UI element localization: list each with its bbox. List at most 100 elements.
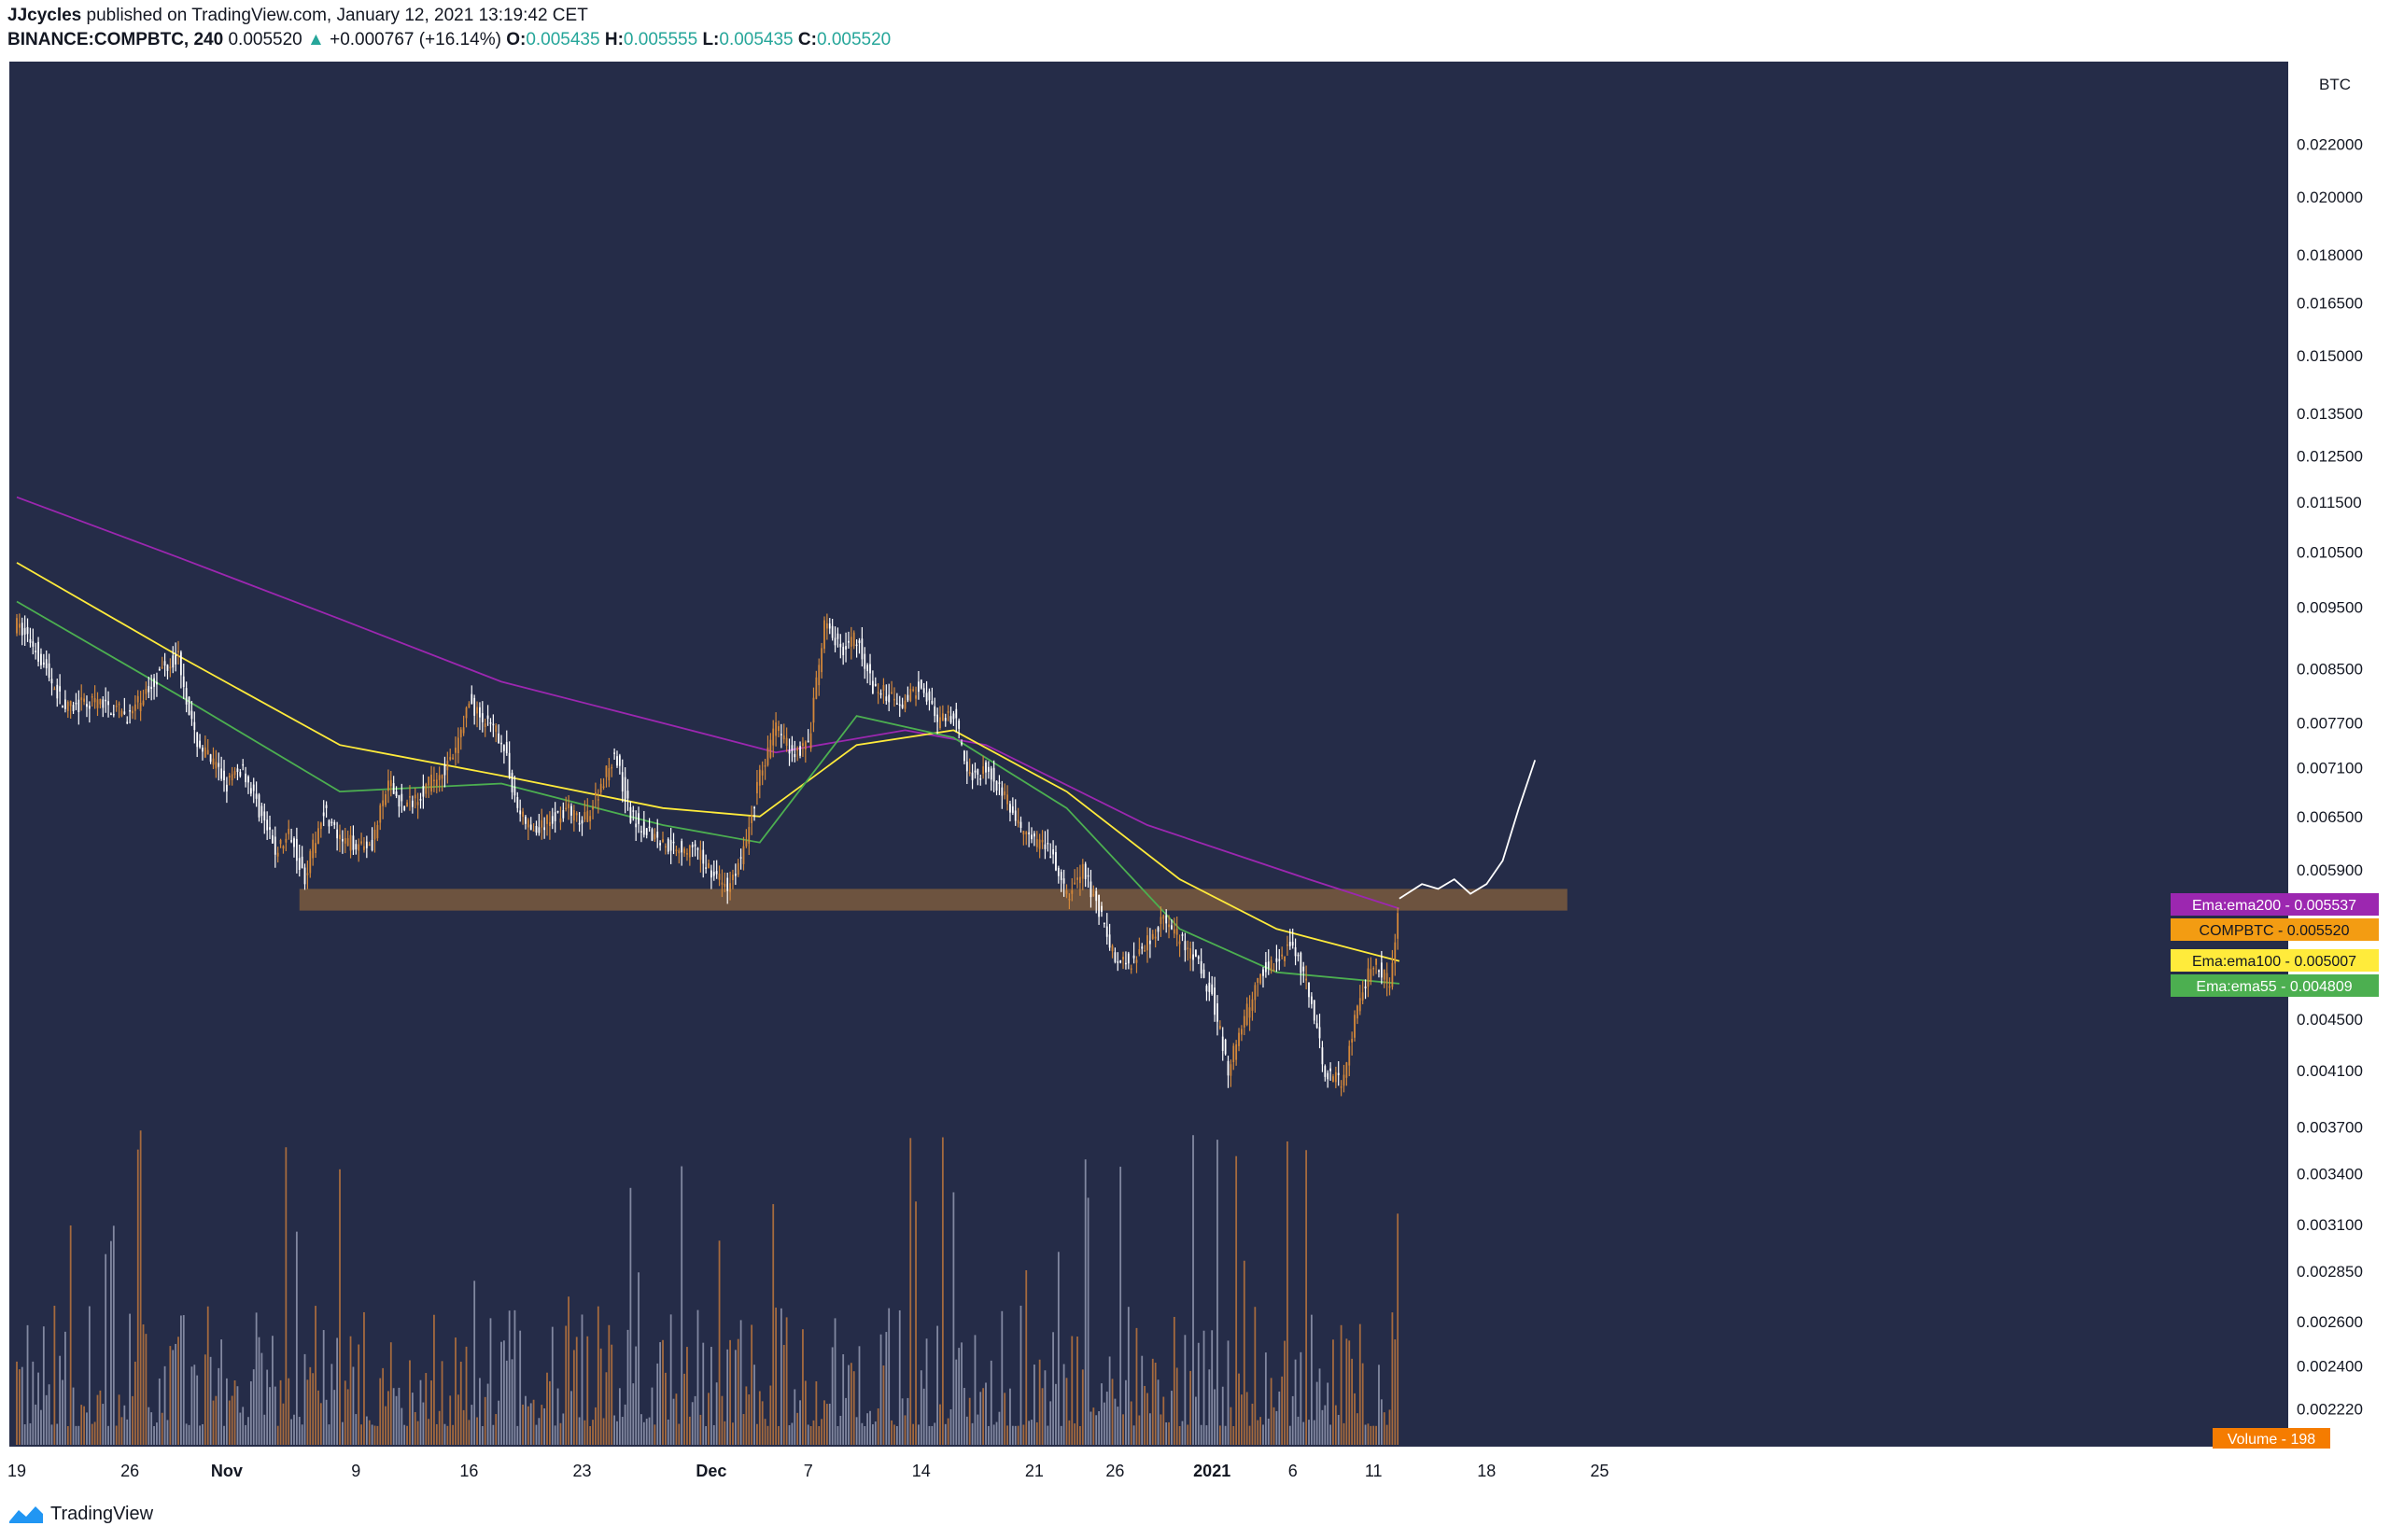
candle-body — [691, 845, 694, 847]
volume-bar — [196, 1375, 199, 1445]
candle-body — [272, 835, 274, 844]
candle-body — [1068, 898, 1071, 901]
volume-bar — [172, 1350, 175, 1445]
volume-bar — [990, 1360, 992, 1445]
support-zone — [299, 889, 1568, 911]
volume-bar — [1286, 1141, 1288, 1445]
candle-body — [37, 641, 39, 662]
candle-body — [782, 735, 785, 740]
candle-body — [1114, 952, 1117, 962]
volume-bar — [430, 1380, 432, 1445]
volume-bar — [850, 1363, 852, 1445]
candle-body — [1315, 1023, 1318, 1029]
candle-body — [920, 679, 922, 689]
chart-pane[interactable] — [9, 62, 2288, 1447]
candle-body — [794, 753, 796, 758]
volume-bar — [1065, 1378, 1068, 1445]
candle-body — [177, 651, 179, 652]
price-axis[interactable] — [2288, 62, 2385, 1447]
candle-body — [1259, 973, 1261, 984]
candle-body — [376, 825, 379, 839]
time-tick-label: 21 — [1025, 1462, 1044, 1480]
volume-bar — [1357, 1413, 1358, 1445]
candle-body — [80, 697, 83, 701]
candle-body — [358, 844, 360, 851]
volume-bar — [1211, 1330, 1214, 1445]
footer-brand[interactable]: TradingView — [7, 1503, 153, 1525]
volume-bar — [134, 1361, 136, 1445]
author-name[interactable]: JJcycles — [7, 6, 82, 25]
volume-bar — [1117, 1407, 1119, 1445]
volume-bar — [629, 1187, 632, 1445]
candle-body — [1214, 987, 1216, 1015]
candle-body — [148, 686, 150, 693]
volume-bar — [659, 1342, 662, 1445]
volume-bar — [965, 1416, 968, 1445]
candle-body — [231, 774, 233, 781]
ema100-tag: Ema:ema100 - 0.005007 — [2171, 949, 2379, 972]
volume-bar — [934, 1422, 936, 1445]
candle-body — [651, 829, 654, 841]
candle-body — [492, 723, 495, 726]
volume-bar — [592, 1420, 594, 1445]
candle-body — [452, 757, 454, 760]
candle-body — [449, 757, 452, 760]
volume-bar — [309, 1366, 312, 1445]
volume-bar — [963, 1388, 965, 1445]
volume-bar — [1227, 1340, 1230, 1445]
volume-bar — [1367, 1423, 1370, 1445]
volume-bar — [328, 1424, 330, 1445]
volume-bar — [50, 1424, 53, 1445]
candle-body — [419, 799, 422, 801]
candle-body — [941, 713, 944, 721]
candle-body — [632, 810, 635, 812]
volume-bar — [556, 1388, 559, 1445]
volume-bar — [611, 1344, 613, 1445]
candle-body — [778, 726, 780, 732]
symbol-label: BINANCE:COMPBTC, 240 — [7, 30, 224, 49]
candle-body — [1168, 924, 1170, 928]
candle-body — [29, 638, 32, 643]
candle-body — [115, 706, 118, 707]
volume-bar — [1383, 1412, 1385, 1445]
candle-body — [842, 647, 845, 656]
volume-bar — [1105, 1392, 1108, 1445]
candle-body — [169, 666, 172, 669]
candle-body — [1291, 942, 1294, 946]
volume-bar — [1090, 1411, 1092, 1445]
volume-bar — [888, 1308, 891, 1445]
volume-bar — [373, 1425, 376, 1445]
volume-bar — [1101, 1383, 1103, 1445]
candle-body — [626, 791, 629, 799]
volume-bar — [136, 1149, 139, 1445]
volume-bar — [1238, 1373, 1240, 1445]
candle-body — [395, 791, 398, 796]
candle-body — [554, 812, 556, 821]
volume-bar — [484, 1396, 486, 1445]
volume-bar — [597, 1306, 599, 1445]
volume-bar — [825, 1404, 828, 1445]
volume-bar — [602, 1418, 605, 1445]
candle-body — [729, 883, 731, 892]
volume-bar — [915, 1201, 917, 1445]
candle-body — [16, 618, 18, 634]
candle-body — [764, 764, 766, 767]
candle-body — [166, 665, 169, 671]
volume-bar — [489, 1318, 492, 1445]
candle-body — [1394, 942, 1397, 964]
candle-body — [199, 740, 201, 748]
price-tick-label: 0.006500 — [2297, 808, 2363, 826]
candle-body — [949, 716, 952, 723]
volume-bar — [188, 1424, 190, 1445]
time-axis[interactable] — [9, 1447, 2288, 1489]
price-chart[interactable]: 0.022000 0.020000 0.018000 0.016500 0.015000… — [0, 0, 2390, 1503]
volume-bar — [823, 1400, 825, 1445]
candle-body — [83, 698, 85, 702]
publish-header: JJcycles published on TradingView.com, J… — [7, 6, 588, 26]
candle-body — [1047, 842, 1049, 845]
candle-body — [1162, 915, 1165, 919]
volume-bar — [753, 1365, 755, 1445]
candle-body — [88, 705, 91, 709]
candle-body — [411, 800, 414, 807]
volume-bar — [987, 1425, 990, 1445]
